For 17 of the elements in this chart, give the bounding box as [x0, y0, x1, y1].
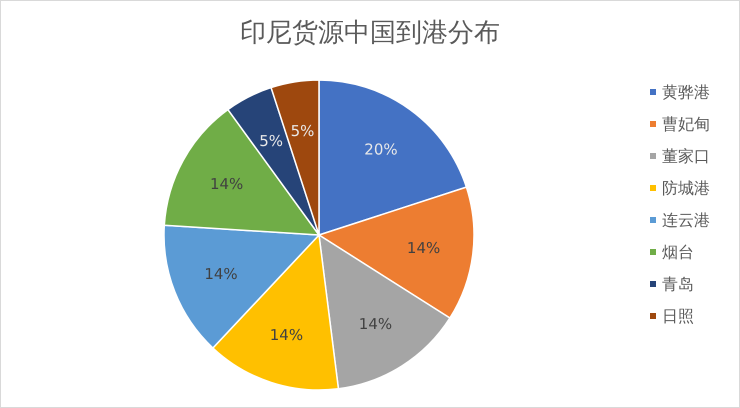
- legend-label: 连云港: [662, 210, 710, 230]
- data-label: 20%: [364, 140, 398, 159]
- legend-label: 烟台: [662, 242, 694, 262]
- data-label: 5%: [290, 122, 314, 140]
- legend-label: 曹妃甸: [662, 114, 710, 134]
- data-label: 14%: [210, 175, 244, 194]
- data-label: 5%: [259, 132, 284, 150]
- data-label: 14%: [406, 239, 440, 258]
- legend-label: 青岛: [662, 274, 694, 294]
- data-label: 14%: [270, 326, 304, 344]
- legend-label: 日照: [662, 306, 694, 326]
- data-label: 14%: [358, 314, 392, 333]
- legend-label: 董家口: [662, 146, 710, 166]
- data-label: 14%: [204, 264, 238, 283]
- legend-label: 防城港: [662, 178, 710, 198]
- legend-label: 黄骅港: [662, 82, 710, 102]
- chart-title: 印尼货源中国到港分布: [240, 18, 500, 48]
